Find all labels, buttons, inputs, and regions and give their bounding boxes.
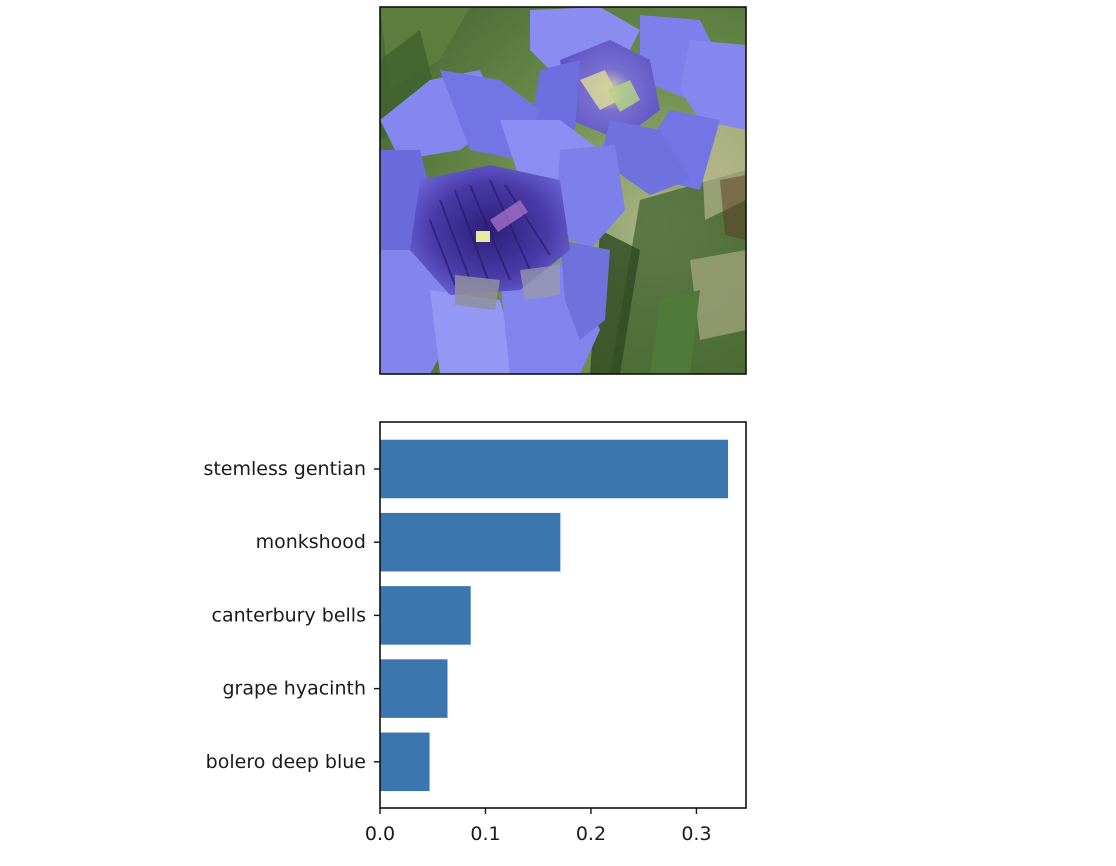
bar (380, 439, 729, 499)
flower-photo (380, 7, 746, 374)
bar (380, 659, 448, 718)
bars-layer (380, 439, 729, 792)
x-tick-label: 0.3 (681, 823, 711, 845)
flower-image-panel (379, 6, 747, 375)
x-tick-label: 0.2 (576, 823, 606, 845)
bar (380, 586, 471, 645)
y-tick-labels: stemless gentian monkshood canterbury bell… (203, 458, 366, 773)
y-tick-label: stemless gentian (203, 458, 366, 480)
y-tick-label: grape hyacinth (223, 678, 367, 700)
x-tick-label: 0.0 (365, 823, 395, 845)
y-tick-marks (374, 468, 380, 763)
bar-chart: stemless gentian monkshood canterbury bell… (203, 421, 747, 845)
bar (380, 512, 561, 572)
x-tick-marks (379, 808, 698, 814)
x-tick-label: 0.1 (470, 823, 500, 845)
y-tick-label: bolero deep blue (206, 751, 366, 773)
y-tick-label: canterbury bells (212, 604, 367, 626)
x-tick-labels: 0.0 0.1 0.2 0.3 (365, 823, 712, 845)
bar (380, 732, 430, 792)
y-tick-label: monkshood (256, 531, 366, 553)
plot-frame (379, 421, 747, 809)
image-frame (379, 6, 747, 375)
